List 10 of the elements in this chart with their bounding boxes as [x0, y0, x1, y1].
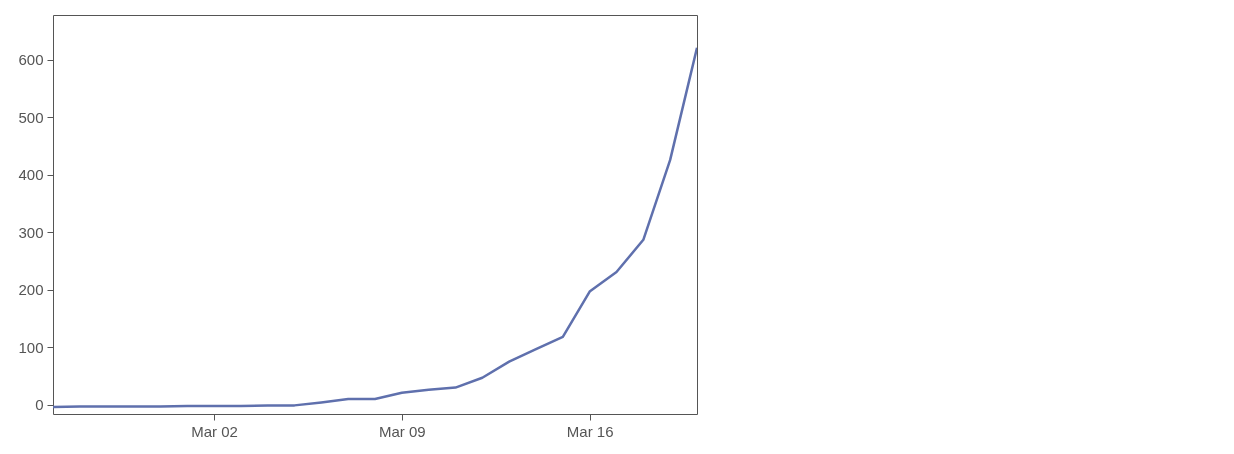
- y-tick-label: 200: [18, 281, 44, 299]
- x-tick-label: Mar 16: [566, 422, 614, 440]
- y-tick-label: 300: [18, 223, 44, 241]
- y-tick-label: 400: [18, 166, 44, 184]
- y-tick-label: 600: [18, 51, 44, 69]
- y-tick-label: 100: [18, 338, 44, 356]
- y-tick-label: 0: [35, 396, 44, 414]
- x-tick-label: Mar 09: [378, 422, 426, 440]
- x-tick-label: Mar 02: [191, 422, 238, 440]
- y-tick-label: 500: [18, 108, 44, 126]
